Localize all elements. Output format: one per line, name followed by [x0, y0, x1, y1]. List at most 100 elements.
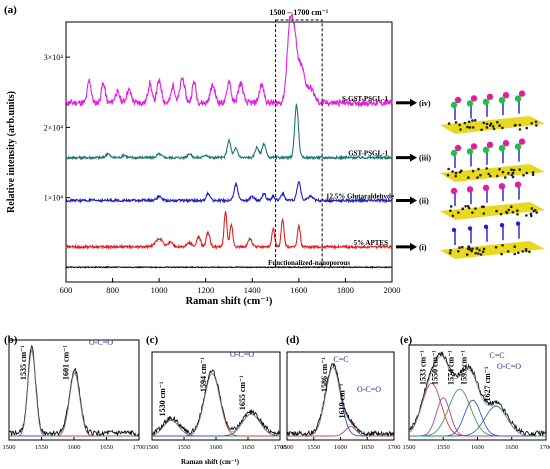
substrate-particle	[501, 126, 504, 130]
series-line-2	[65, 180, 393, 204]
substrate-particle	[498, 124, 501, 127]
molecule-blob	[502, 92, 510, 99]
inset-x-tick-label: 1600	[68, 444, 81, 451]
inset-x-tick-label: 1500	[403, 444, 416, 451]
inset-x-tick-label: 1650	[361, 444, 374, 451]
molecule-blob	[450, 187, 458, 195]
substrate-particle	[510, 205, 513, 209]
substrate-particle	[513, 252, 517, 256]
highlight-box	[275, 19, 323, 268]
inset-x-tick-label: 1650	[505, 444, 518, 451]
molecule-blob	[450, 101, 458, 109]
molecule-blob	[515, 221, 521, 226]
substrate-particle	[454, 171, 458, 175]
molecule-blob	[470, 143, 478, 150]
substrate-particle	[480, 128, 483, 132]
peak-annotation: 1574 cm⁻¹	[447, 350, 456, 385]
fit-component-0	[9, 349, 139, 437]
inset-frame	[8, 339, 140, 441]
substrate-particle	[525, 171, 529, 175]
substrate-particle	[528, 250, 531, 254]
substrate-particle	[449, 209, 452, 212]
fit-component-1	[152, 373, 280, 437]
substrate-particle	[503, 176, 507, 179]
molecule-blob	[514, 181, 522, 188]
substrate-particle	[516, 209, 519, 212]
substrate-particle	[512, 168, 516, 172]
substrate-particle	[454, 121, 458, 124]
substrate-particle	[522, 174, 525, 177]
substrate-particle	[449, 205, 453, 208]
substrate-particle	[471, 169, 475, 173]
x-tick-label: 1800	[337, 285, 354, 295]
panel-label-e: (e)	[400, 334, 413, 346]
measured-spectrum	[408, 351, 547, 438]
functional-group-label: C=C	[333, 355, 348, 364]
substrate-particle	[479, 253, 483, 256]
substrate-particle	[501, 170, 505, 174]
substrate-particle	[514, 123, 517, 127]
molecule-blob	[454, 144, 462, 152]
substrate-particle	[478, 248, 481, 252]
inset-x-axis-label: Raman shift (cm⁻¹)	[181, 458, 240, 466]
substrate-particle	[510, 173, 514, 177]
substrate-particle	[446, 173, 450, 177]
measured-spectrum	[8, 344, 140, 438]
substrate-particle	[482, 247, 486, 251]
substrate-particle	[477, 167, 480, 171]
arrow-head	[410, 153, 417, 162]
x-tick-label: 1400	[244, 285, 261, 295]
inset-x-tick-label: 1550	[178, 444, 191, 451]
peak-annotation: 1586 cm⁻¹	[320, 357, 329, 392]
substrate-particle	[491, 125, 495, 128]
summed-fit	[287, 366, 394, 437]
summed-fit	[408, 355, 546, 437]
substrate-particle	[485, 167, 489, 170]
substrate-particle	[482, 121, 486, 125]
inset-x-tick-label: 1550	[437, 444, 450, 451]
molecule-blob	[498, 183, 506, 190]
series-line-3	[65, 210, 393, 251]
x-tick-label: 1200	[197, 285, 214, 295]
substrate-particle	[518, 128, 522, 131]
inset-panel-b: 1500 1550 1600 1650 1700 1535 cm⁻¹ 1601 cm⁻¹ O-…	[3, 338, 146, 451]
substrate-particle	[517, 251, 520, 255]
y-axis-label: Relative intensity (arb.units)	[6, 91, 17, 213]
x-ticks: 600 800 1000 1200 1400 1600 1800 2000	[60, 278, 401, 295]
inset-x-tick-label: 1700	[133, 444, 146, 451]
x-tick-label: 800	[106, 285, 119, 295]
molecule-blob	[514, 95, 522, 102]
x-tick-label: 2000	[384, 285, 401, 295]
fit-component-0	[408, 382, 546, 437]
substrate-particle	[459, 128, 462, 131]
fit-component-1	[9, 372, 139, 437]
substrate-particle	[531, 173, 535, 176]
series-labels: S-GST-PSGL-1 (iv) GST-PSGL-1 (iii) 12.5% Glu…	[268, 95, 431, 267]
substrate-particle	[534, 120, 538, 124]
inset-frame	[151, 351, 281, 441]
substrate-particle	[476, 176, 479, 179]
substrate-particle	[521, 250, 525, 253]
substrate-particle	[507, 171, 510, 175]
substrate-particle	[518, 168, 521, 171]
substrate-particle	[530, 122, 533, 125]
functional-group-label: C=C	[489, 351, 504, 360]
y-ticks: 1×10⁴ 2×10⁴ 3×10⁴	[44, 53, 70, 203]
substrate-particle	[511, 171, 515, 175]
substrate-particle	[499, 212, 503, 216]
molecule-blob	[486, 141, 494, 148]
substrate-particle	[477, 252, 480, 255]
peak-annotation: 1550 cm⁻¹	[430, 350, 439, 385]
inset-x-tick-label: 1600	[334, 444, 347, 451]
substrate-particle	[451, 214, 455, 218]
functional-group-label: O-C=O	[357, 385, 381, 394]
substrate-particle	[496, 120, 499, 124]
molecule-blob	[518, 90, 526, 97]
fit-component-1	[409, 397, 546, 437]
substrate-particle	[511, 210, 515, 214]
substrate-particle	[465, 253, 469, 256]
substrate-particle	[447, 122, 451, 125]
substrate-particle	[533, 209, 537, 212]
